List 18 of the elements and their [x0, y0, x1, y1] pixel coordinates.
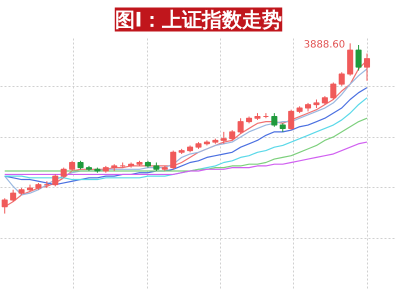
candlestick — [271, 112, 278, 128]
candlestick — [220, 131, 227, 144]
candlestick — [60, 167, 67, 178]
annotation: 3888.60 — [304, 39, 346, 50]
candlestick — [364, 53, 370, 82]
candlestick — [238, 118, 244, 134]
candlestick — [2, 198, 8, 214]
candlestick — [69, 160, 76, 172]
candlestick — [347, 42, 354, 76]
candlestick — [52, 174, 58, 187]
candlestick — [330, 82, 336, 100]
chart-title: 图I：上证指数走势 — [114, 8, 282, 32]
candlestick — [10, 189, 16, 202]
candlestick — [288, 109, 294, 131]
candlestick — [338, 72, 345, 86]
candlestick — [229, 130, 236, 141]
candlestick — [170, 150, 176, 170]
candlestick — [356, 44, 362, 72]
